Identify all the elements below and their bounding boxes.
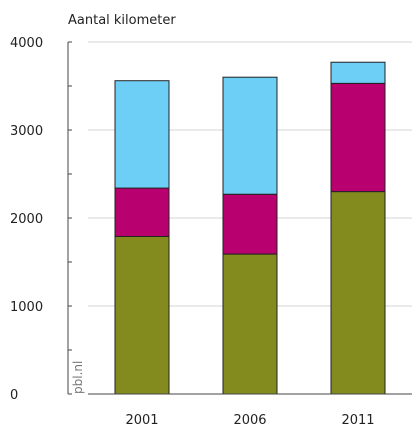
bar-segment [330,191,386,395]
y-tick-label: 0 [10,388,18,403]
bars-group [114,61,386,395]
source-label: pbl.nl [71,361,85,394]
y-tick-labels: 0 1000 2000 3000 4000 [10,36,43,403]
y-tick-label: 1000 [10,300,43,315]
x-tick-label: 2001 [125,413,158,428]
y-tick-label: 4000 [10,36,43,51]
x-tick-labels: 2001 2006 2011 [125,413,374,428]
y-tick-label: 3000 [10,124,43,139]
bar-segment [114,187,170,237]
bar-segment [330,82,386,193]
x-tick-label: 2011 [341,413,374,428]
axes-group [67,41,412,395]
bar-segment [222,193,278,255]
y-tick-label: 2000 [10,212,43,227]
bar-segment [330,61,386,84]
x-tick-label: 2006 [233,413,266,428]
bar-segment [222,76,278,195]
bar-segment [222,253,278,395]
bar-segment [114,235,170,395]
y-axis-title: Aantal kilometer [68,13,176,28]
bar-segment [114,80,170,189]
